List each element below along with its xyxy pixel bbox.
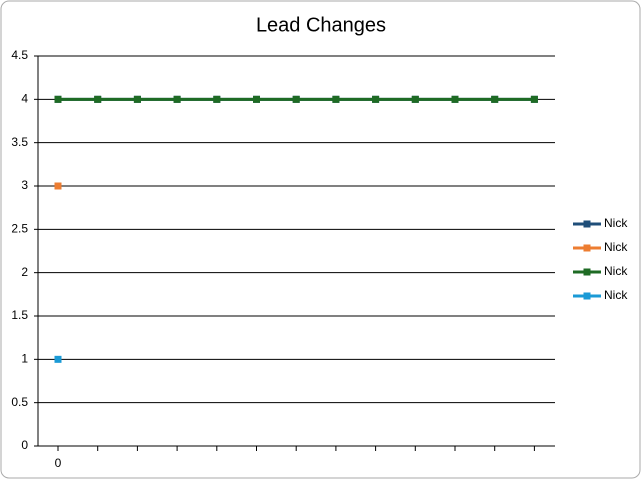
marker	[213, 95, 221, 103]
legend-label: Nick	[604, 264, 628, 278]
marker	[530, 95, 538, 103]
marker	[491, 95, 499, 103]
legend-label: Nick	[604, 240, 628, 254]
legend-marker	[583, 268, 591, 276]
y-tick-label: 0	[21, 438, 28, 452]
y-tick-label: 2	[21, 265, 28, 279]
y-tick-label: 4.5	[11, 48, 28, 62]
y-tick-label: 0.5	[11, 395, 28, 409]
marker	[451, 95, 459, 103]
x-tick-label: 0	[55, 456, 62, 470]
y-tick-label: 4	[21, 92, 28, 106]
y-tick-label: 1	[21, 352, 28, 366]
legend-label: Nick	[604, 288, 628, 302]
legend-label: Nick	[604, 216, 628, 230]
marker	[253, 95, 260, 103]
legend-marker	[583, 292, 591, 300]
y-tick-label: 2.5	[11, 222, 28, 236]
marker	[372, 95, 380, 103]
marker	[54, 182, 62, 190]
marker	[54, 355, 62, 363]
marker	[173, 95, 181, 103]
marker	[411, 95, 419, 103]
marker	[133, 95, 141, 103]
marker	[54, 95, 62, 103]
y-tick-label: 3	[21, 178, 28, 192]
y-tick-label: 1.5	[11, 308, 28, 322]
chart-title: Lead Changes	[256, 14, 386, 36]
legend-marker	[583, 220, 591, 228]
y-tick-label: 3.5	[11, 135, 28, 149]
marker	[332, 95, 340, 103]
marker	[94, 95, 102, 103]
marker	[292, 95, 300, 103]
legend-marker	[583, 244, 591, 252]
